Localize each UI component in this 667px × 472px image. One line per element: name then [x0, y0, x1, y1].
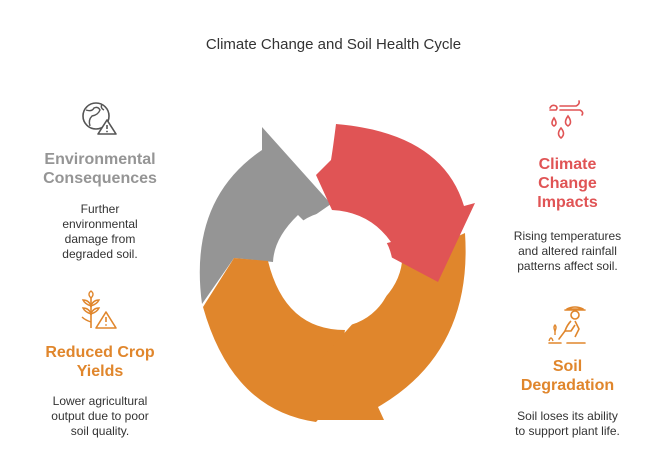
- heading-line: Soil: [552, 358, 583, 375]
- environmental-consequences-heading: Environmental Consequences: [25, 150, 175, 188]
- heading-line: Reduced Crop: [45, 344, 155, 361]
- heading-line: Impacts: [537, 194, 598, 211]
- desc-line: damage from: [64, 232, 136, 246]
- desc-line: environmental: [62, 217, 138, 231]
- desc-line: Further: [80, 202, 120, 216]
- desc-line: degraded soil.: [62, 247, 138, 261]
- cycle-center: [277, 211, 393, 327]
- wind-rain-icon: [549, 100, 584, 140]
- desc-line: patterns affect soil.: [517, 259, 618, 273]
- diagram-title: Climate Change and Soil Health Cycle: [205, 36, 462, 53]
- wheat-warning-icon: [81, 290, 117, 329]
- desc-line: to support plant life.: [515, 424, 620, 438]
- desc-line: Lower agricultural: [52, 394, 148, 408]
- heading-line: Consequences: [43, 170, 157, 187]
- farmer-soil-icon: [548, 306, 586, 344]
- cycle-segment-crop-yields: [203, 258, 345, 422]
- heading-line: Yields: [76, 363, 124, 380]
- cycle-segment-environmental: [199, 127, 331, 304]
- desc-line: soil quality.: [70, 424, 130, 438]
- reduced-crop-yields-description: Lower agricultural output due to poor so…: [30, 394, 170, 439]
- heading-line: Degradation: [520, 377, 615, 394]
- cycle-segment-climate-change: [316, 124, 475, 282]
- cycle-segment-soil-degradation: [318, 233, 466, 420]
- desc-line: Soil loses its ability: [517, 409, 618, 423]
- desc-line: output due to poor: [51, 409, 149, 423]
- soil-degradation-description: Soil loses its ability to support plant …: [495, 409, 640, 439]
- heading-line: Climate: [538, 156, 597, 173]
- desc-line: Rising temperatures: [513, 229, 622, 243]
- desc-line: and altered rainfall: [518, 244, 617, 258]
- globe-warning-icon: [82, 102, 117, 135]
- heading-line: Change: [538, 175, 597, 192]
- climate-change-impacts-heading: Climate Change Impacts: [510, 155, 625, 212]
- heading-line: Environmental: [44, 151, 156, 168]
- soil-degradation-heading: Soil Degradation: [510, 357, 625, 395]
- environmental-consequences-description: Further environmental damage from degrad…: [35, 202, 165, 262]
- climate-change-impacts-description: Rising temperatures and altered rainfall…: [500, 229, 635, 274]
- reduced-crop-yields-heading: Reduced Crop Yields: [25, 343, 175, 381]
